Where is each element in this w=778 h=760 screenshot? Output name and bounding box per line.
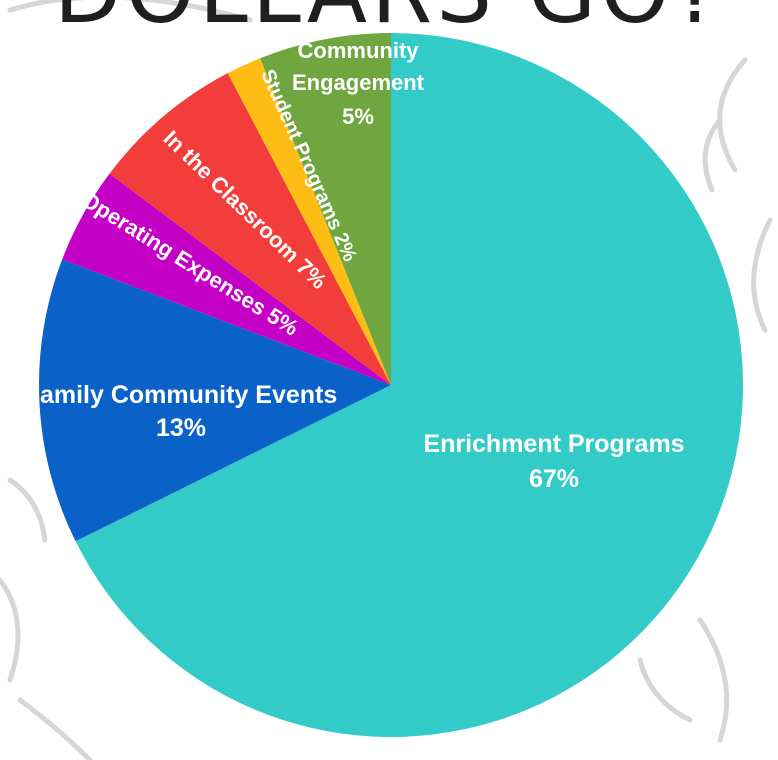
slice-label-family-community-events: Family Community Events [25,381,338,409]
slice-pct-enrichment-programs: 67% [529,465,579,493]
slice-pct-family-community-events: 13% [156,414,206,442]
slice-label-community-engagement: Community [298,38,420,63]
pie-slice-family-community-events [38,259,391,542]
slice-pct-community-engagement: 5% [342,104,374,129]
slice-label-community-engagement-2: Engagement [292,70,425,95]
pie-slice-operating-expenses [62,173,391,385]
pie-slice-community-engagement [260,33,391,385]
slice-label-enrichment-programs: Enrichment Programs [423,430,684,458]
page-title: DOLLARS GO? [0,0,778,36]
pie-slice-in-the-classroom [109,73,391,385]
pie-slice-enrichment-programs [75,33,744,737]
pie-slice-student-programs [227,58,391,386]
